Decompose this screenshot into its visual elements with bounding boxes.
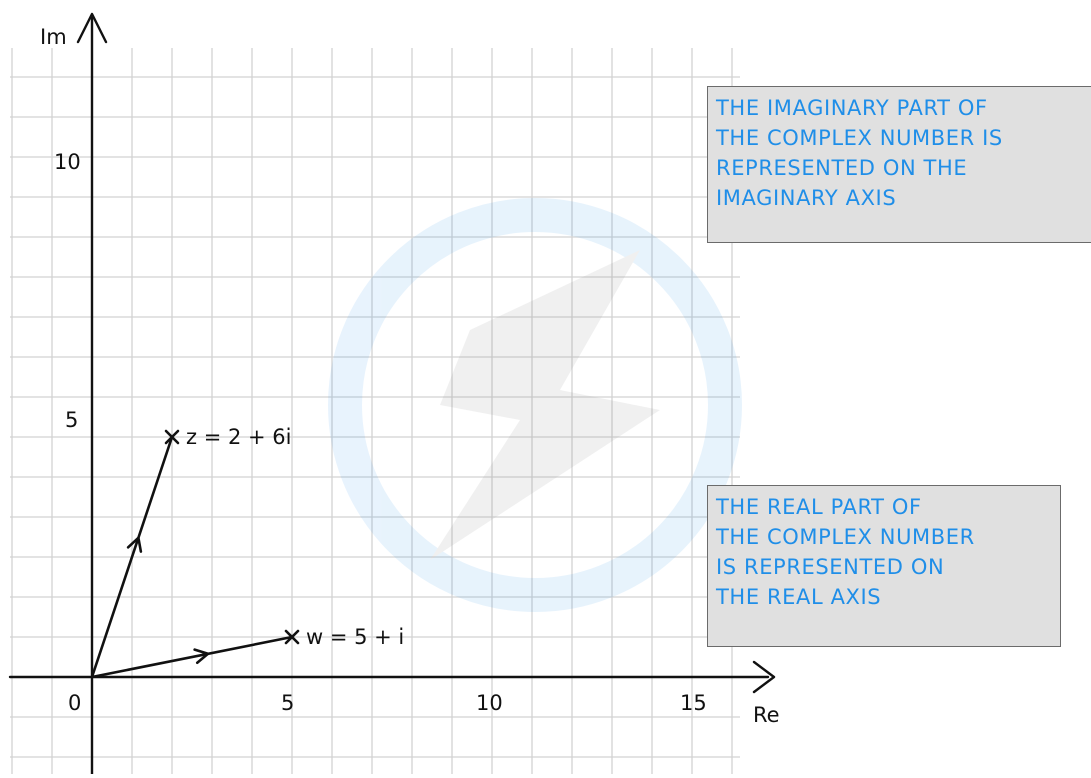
real-part-callout: THE REAL PART OF THE COMPLEX NUMBER IS R… bbox=[707, 485, 1061, 647]
callout-line: THE REAL PART OF bbox=[716, 495, 922, 519]
vector-z-arrowhead bbox=[126, 536, 143, 553]
vector-w-arrowhead bbox=[193, 648, 210, 665]
origin-label: 0 bbox=[68, 691, 81, 715]
point-z-label: z = 2 + 6i bbox=[186, 425, 291, 449]
imaginary-axis-label: Im bbox=[40, 25, 67, 49]
callout-line: REPRESENTED ON THE bbox=[716, 156, 968, 180]
vector-w bbox=[90, 635, 294, 679]
real-axis-label: Re bbox=[753, 703, 780, 727]
callout-line: IS REPRESENTED ON bbox=[716, 555, 945, 579]
point-z-cross bbox=[164, 429, 180, 445]
callout-line: IMAGINARY AXIS bbox=[716, 186, 897, 210]
real-axis-arrowhead bbox=[752, 660, 776, 694]
watermark bbox=[328, 198, 742, 612]
y-tick-5: 5 bbox=[65, 408, 78, 432]
imaginary-part-callout: THE IMAGINARY PART OF THE COMPLEX NUMBER… bbox=[707, 86, 1091, 243]
callout-line: THE COMPLEX NUMBER bbox=[716, 525, 975, 549]
callout-line: THE COMPLEX NUMBER IS bbox=[716, 126, 1003, 150]
y-tick-10: 10 bbox=[54, 150, 81, 174]
callout-line: THE REAL AXIS bbox=[716, 585, 882, 609]
callout-line: THE IMAGINARY PART OF bbox=[716, 96, 988, 120]
imaginary-axis-arrowhead bbox=[76, 12, 108, 44]
point-w-cross bbox=[284, 629, 300, 645]
x-tick-10: 10 bbox=[476, 691, 503, 715]
point-w-label: w = 5 + i bbox=[306, 625, 404, 649]
grid bbox=[10, 48, 740, 774]
x-tick-5: 5 bbox=[281, 691, 294, 715]
vector-z bbox=[90, 435, 174, 679]
x-tick-15: 15 bbox=[680, 691, 707, 715]
